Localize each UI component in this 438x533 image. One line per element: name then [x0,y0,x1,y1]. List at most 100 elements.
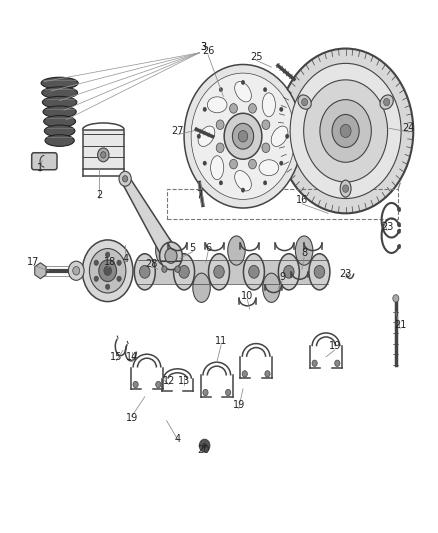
Ellipse shape [43,106,76,118]
Circle shape [397,207,401,211]
Circle shape [224,114,262,159]
Text: 17: 17 [27,257,39,267]
Circle shape [263,181,267,185]
FancyBboxPatch shape [82,130,124,169]
Ellipse shape [235,171,251,191]
Text: 15: 15 [110,352,123,362]
Polygon shape [120,179,180,261]
Circle shape [335,360,340,367]
Ellipse shape [207,97,227,113]
Circle shape [214,265,224,278]
Text: 3: 3 [201,43,207,52]
Text: 21: 21 [394,320,406,330]
Ellipse shape [235,82,251,102]
Circle shape [191,73,295,199]
Ellipse shape [44,116,76,127]
Circle shape [343,185,349,192]
Text: 24: 24 [403,123,415,133]
Circle shape [117,260,121,265]
Ellipse shape [244,254,265,290]
Circle shape [279,161,283,165]
Text: 23: 23 [381,222,393,232]
Ellipse shape [45,135,74,147]
Circle shape [262,120,270,130]
Text: 8: 8 [301,248,307,258]
Circle shape [242,370,247,377]
Circle shape [98,148,109,162]
Circle shape [203,389,208,395]
Circle shape [159,242,182,270]
Circle shape [133,381,138,387]
Circle shape [202,443,207,448]
Circle shape [226,389,231,395]
Ellipse shape [309,254,330,290]
Circle shape [140,265,150,278]
Circle shape [199,439,210,452]
Circle shape [340,124,351,138]
Circle shape [179,265,189,278]
FancyBboxPatch shape [138,260,328,284]
Circle shape [301,99,307,106]
Text: 26: 26 [202,46,214,56]
Polygon shape [35,263,46,279]
Text: 14: 14 [126,352,138,362]
Text: 4: 4 [174,434,180,445]
Ellipse shape [380,95,393,109]
Circle shape [397,245,401,249]
Circle shape [320,100,371,162]
Circle shape [94,276,99,281]
Text: 5: 5 [190,243,196,253]
Ellipse shape [295,236,313,265]
Circle shape [262,143,270,152]
Circle shape [123,175,128,182]
Circle shape [117,276,121,281]
Circle shape [197,134,201,139]
Circle shape [265,370,270,377]
Circle shape [219,87,223,92]
Circle shape [99,260,117,281]
Ellipse shape [263,273,280,302]
Circle shape [263,87,267,92]
Circle shape [241,80,245,85]
Circle shape [89,248,126,293]
Ellipse shape [262,93,276,117]
Circle shape [104,266,111,276]
Circle shape [393,295,399,302]
Circle shape [216,143,224,152]
Circle shape [304,80,388,182]
Circle shape [284,265,294,278]
Circle shape [155,381,161,387]
Ellipse shape [173,254,194,290]
Circle shape [175,266,180,272]
Circle shape [290,63,401,198]
Circle shape [332,115,359,148]
Ellipse shape [271,126,288,147]
Text: 12: 12 [162,376,175,386]
Circle shape [68,261,84,280]
Circle shape [203,161,206,165]
Ellipse shape [41,77,78,89]
Circle shape [162,266,167,272]
Ellipse shape [155,236,173,265]
Circle shape [94,260,99,265]
Text: 4: 4 [122,254,128,263]
Ellipse shape [44,125,75,137]
FancyBboxPatch shape [32,153,57,169]
Text: 19: 19 [328,341,341,351]
Circle shape [119,171,131,186]
Text: 19: 19 [126,413,138,423]
Ellipse shape [228,236,245,265]
Text: 20: 20 [198,445,210,455]
Text: 10: 10 [241,290,254,301]
Text: 27: 27 [171,126,184,136]
Circle shape [397,222,401,227]
Text: 28: 28 [145,259,158,269]
Ellipse shape [193,273,210,302]
Ellipse shape [208,254,230,290]
Circle shape [184,64,302,208]
Text: 11: 11 [215,336,227,346]
Ellipse shape [134,254,155,290]
Text: 1: 1 [37,163,43,173]
Circle shape [219,181,223,185]
Ellipse shape [42,87,78,99]
